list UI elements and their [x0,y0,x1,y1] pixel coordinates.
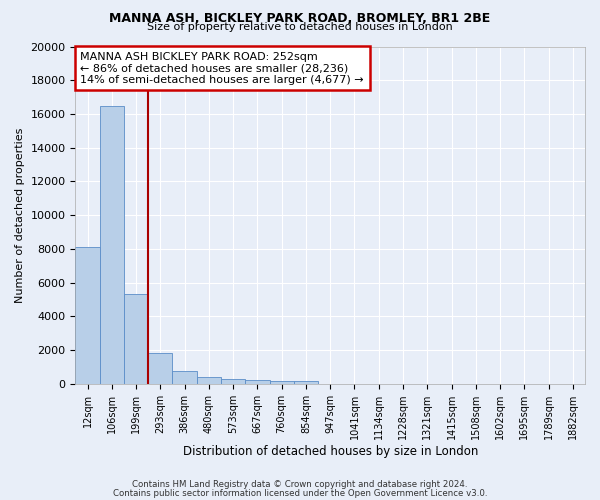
Text: Contains HM Land Registry data © Crown copyright and database right 2024.: Contains HM Land Registry data © Crown c… [132,480,468,489]
Bar [100,106,124,384]
Bar [172,371,197,384]
Bar [197,378,221,384]
Bar [245,380,269,384]
Bar [76,247,100,384]
Y-axis label: Number of detached properties: Number of detached properties [15,128,25,303]
Text: MANNA ASH, BICKLEY PARK ROAD, BROMLEY, BR1 2BE: MANNA ASH, BICKLEY PARK ROAD, BROMLEY, B… [109,12,491,26]
Text: MANNA ASH BICKLEY PARK ROAD: 252sqm
← 86% of detached houses are smaller (28,236: MANNA ASH BICKLEY PARK ROAD: 252sqm ← 86… [80,52,364,85]
X-axis label: Distribution of detached houses by size in London: Distribution of detached houses by size … [182,444,478,458]
Bar [269,380,294,384]
Bar [124,294,148,384]
Bar [148,352,172,384]
Bar [221,379,245,384]
Text: Contains public sector information licensed under the Open Government Licence v3: Contains public sector information licen… [113,490,487,498]
Text: Size of property relative to detached houses in London: Size of property relative to detached ho… [147,22,453,32]
Bar [294,381,318,384]
